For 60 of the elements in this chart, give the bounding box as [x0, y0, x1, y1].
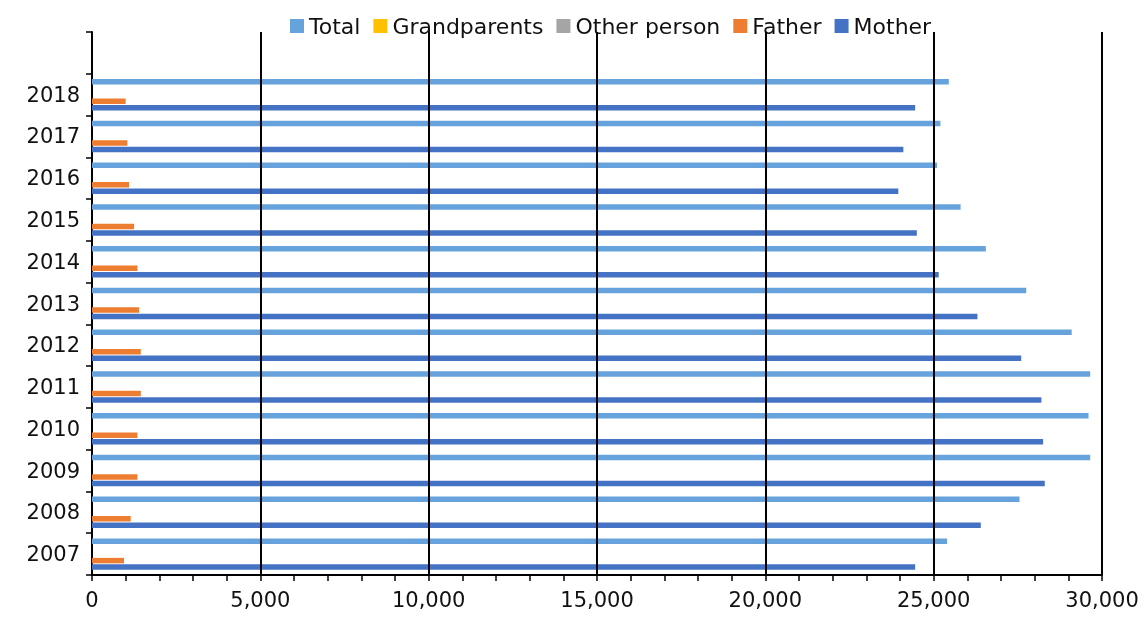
legend-label: Father [752, 13, 823, 39]
legend-label: Other person [575, 13, 721, 39]
x-tick-label: 10,000 [391, 587, 466, 612]
bar [92, 265, 138, 271]
bar [92, 313, 978, 320]
bar [92, 104, 916, 111]
y-tick-label: 2009 [26, 458, 80, 483]
bar [92, 120, 941, 127]
bar [92, 188, 899, 194]
y-tick-label: 2008 [26, 500, 80, 525]
bar [92, 557, 124, 564]
legend-label: Mother [853, 13, 933, 39]
y-tick-label: 2017 [26, 124, 80, 149]
x-tick-label: 20,000 [728, 587, 803, 612]
bar [92, 287, 1027, 294]
bar [92, 246, 986, 252]
bar [92, 355, 1022, 361]
bar [92, 516, 131, 522]
y-tick-label: 2011 [26, 375, 80, 400]
bar [92, 140, 128, 146]
y-tick-label: 2014 [26, 249, 80, 274]
bar [92, 204, 961, 210]
bar [92, 78, 949, 85]
bar [92, 390, 141, 397]
bar [92, 349, 141, 355]
bar [92, 432, 138, 439]
bar [92, 439, 1044, 445]
x-tick-label: 30,000 [1065, 587, 1139, 612]
y-tick-label: 2007 [26, 542, 80, 567]
x-tick-label: 15,000 [560, 587, 634, 612]
y-tick-label: 2018 [26, 82, 80, 107]
bar [92, 230, 917, 236]
bar [92, 413, 1089, 419]
y-tick-label: 2016 [26, 166, 80, 191]
y-tick-label: 2012 [26, 333, 80, 358]
legend-label: Grandparents [392, 13, 544, 39]
y-tick-label: 2015 [26, 207, 80, 232]
x-tick-label: 25,000 [896, 587, 971, 612]
x-tick-label: 5,000 [230, 587, 291, 612]
bar [92, 223, 135, 230]
bar [92, 98, 126, 104]
bar [92, 538, 948, 544]
bar [92, 329, 1072, 336]
y-tick-label: 2010 [26, 416, 80, 441]
bar [92, 371, 1091, 377]
bar [92, 162, 938, 168]
bar [92, 564, 916, 570]
bar [92, 480, 1045, 487]
bar [92, 271, 939, 278]
bar [92, 307, 140, 313]
bar [92, 454, 1091, 461]
legend-label: Total [308, 13, 361, 39]
bar [92, 522, 981, 529]
bar [92, 181, 130, 188]
bar [92, 496, 1020, 503]
bar [92, 397, 1042, 403]
bar [92, 474, 138, 480]
x-tick-label: 0 [85, 587, 99, 612]
bar [92, 146, 904, 153]
y-tick-label: 2013 [26, 291, 80, 316]
